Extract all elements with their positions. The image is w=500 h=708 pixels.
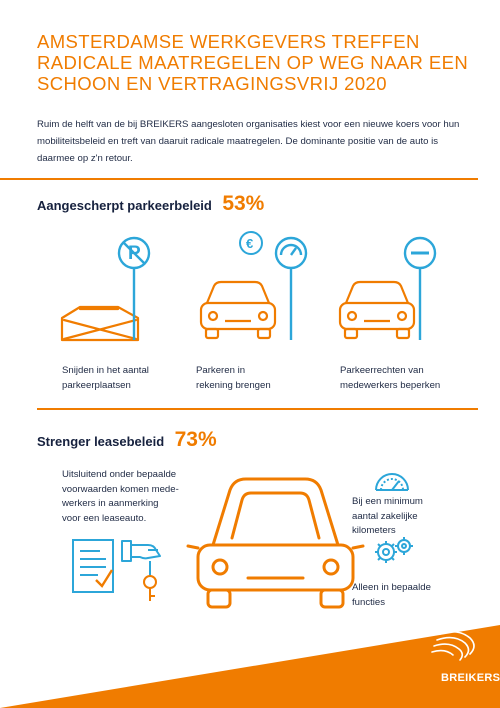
no-parking-sign-icon <box>117 236 151 340</box>
contract-document-icon <box>72 539 114 593</box>
euro-symbol: € <box>246 236 254 251</box>
lease-conditions-text: Uitsluitend onder bepaalde voorwaarden k… <box>62 469 179 524</box>
intro-paragraph: Ruim de helft van de bij BREIKERS aanges… <box>37 119 460 164</box>
car-front-icon <box>199 280 277 340</box>
caption-limit-parking-rights: Parkeerrechten van medewerkers beperken <box>340 365 441 391</box>
speedometer-icon <box>375 473 409 491</box>
no-entry-sign-icon <box>403 236 437 340</box>
parking-icons <box>60 231 437 342</box>
parking-percent: 53% <box>222 192 265 215</box>
hand-with-key-icon <box>121 540 161 601</box>
divider-middle <box>37 408 478 410</box>
reduced-parking-icon <box>60 305 140 342</box>
lease-icons <box>72 473 413 609</box>
breikers-logo-icon <box>431 630 475 661</box>
section-parking-heading: Aangescherpt parkeerbeleid 53% <box>37 192 264 216</box>
caption-charge-parking: Parkeren in rekening brengen <box>196 365 271 391</box>
euro-coin-icon <box>239 231 263 255</box>
page-title: AMSTERDAMSE WERKGEVERS TREFFEN RADICALE … <box>37 31 469 94</box>
large-car-icon <box>186 477 365 609</box>
section-lease-heading: Strenger leasebeleid 73% <box>37 428 217 452</box>
divider-top <box>0 178 478 180</box>
caption-certain-functions: Alleen in bepaalde functies <box>352 582 431 608</box>
brand-name: BREIKERS <box>441 672 500 684</box>
parking-letter: P <box>128 243 141 264</box>
lease-heading-label: Strenger leasebeleid <box>37 434 165 449</box>
parking-heading-label: Aangescherpt parkeerbeleid <box>37 198 212 213</box>
caption-reduce-parking: Snijden in het aantal parkeerplaatsen <box>62 365 149 391</box>
parking-meter-icon <box>274 236 308 340</box>
gears-icon <box>375 537 413 563</box>
caption-min-kilometers: Bij een minimum aantal zakelijke kilomet… <box>352 496 423 536</box>
footer-banner <box>0 625 500 708</box>
car-front-icon-2 <box>338 280 416 340</box>
lease-percent: 73% <box>174 428 217 451</box>
